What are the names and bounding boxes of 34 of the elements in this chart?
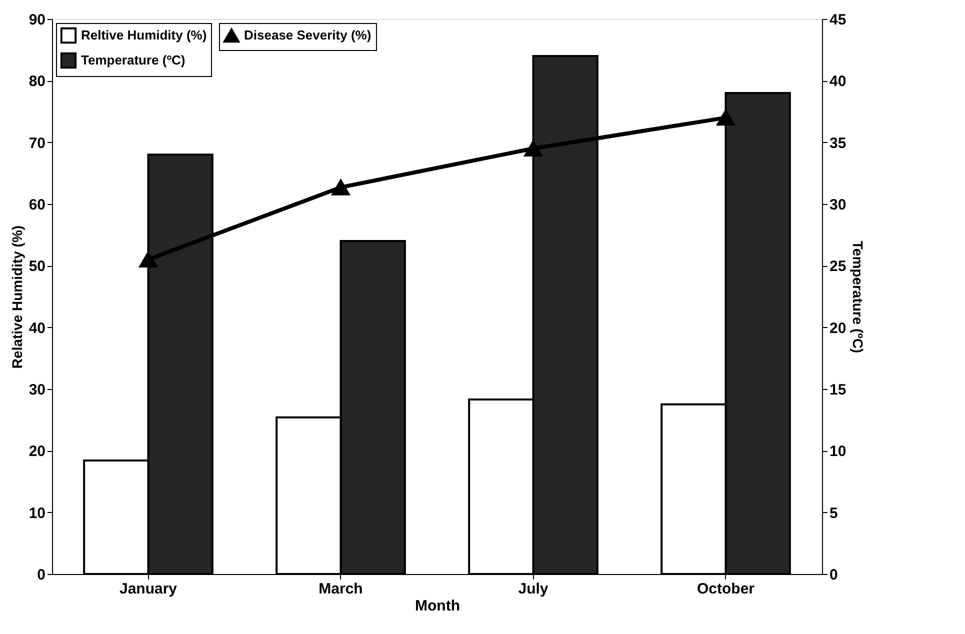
y-tick-label: 50 <box>28 258 46 276</box>
y2-tick-label: 30 <box>830 196 846 214</box>
point <box>139 252 158 268</box>
y-tick-label: 0 <box>37 566 46 584</box>
y-tick-label: 70 <box>28 134 46 152</box>
point <box>332 179 350 196</box>
y-tick-label: 10 <box>28 504 46 522</box>
y2-axis-title: Temperature (ºC) <box>850 240 866 354</box>
y2-tick-label: 35 <box>830 134 846 152</box>
point <box>524 140 542 156</box>
x-tick-label: July <box>518 580 549 598</box>
y-tick-label: 20 <box>28 443 46 460</box>
y2-tick-label: 20 <box>830 320 846 337</box>
x-tick-label: March <box>318 580 363 598</box>
x-axis-title: Month <box>415 598 460 614</box>
y2-tick-label: 25 <box>830 258 846 276</box>
y-tick-label: 90 <box>28 12 46 28</box>
legend-label: Temperature (ºC) <box>81 52 186 68</box>
legend-label: Reltive Humidity (%) <box>81 28 207 42</box>
y2-tick-label: 45 <box>830 12 846 28</box>
y2-tick-label: 40 <box>830 73 846 90</box>
x-tick-label: October <box>696 580 755 598</box>
x-tick-label: January <box>119 580 178 598</box>
y2-tick-label: 5 <box>830 504 838 522</box>
y2-tick-label: 10 <box>830 443 846 460</box>
y-axis-title: Relative Humidity (%) <box>8 225 25 369</box>
legend-label: Disease Severity (%) <box>244 28 372 42</box>
point <box>716 110 735 126</box>
y-tick-label: 60 <box>28 196 46 214</box>
y2-tick-label: 15 <box>830 382 846 398</box>
y-tick-label: 80 <box>28 73 46 90</box>
y-tick-label: 30 <box>28 382 46 398</box>
y2-tick-label: 0 <box>830 566 838 584</box>
y-tick-label: 40 <box>28 320 46 337</box>
